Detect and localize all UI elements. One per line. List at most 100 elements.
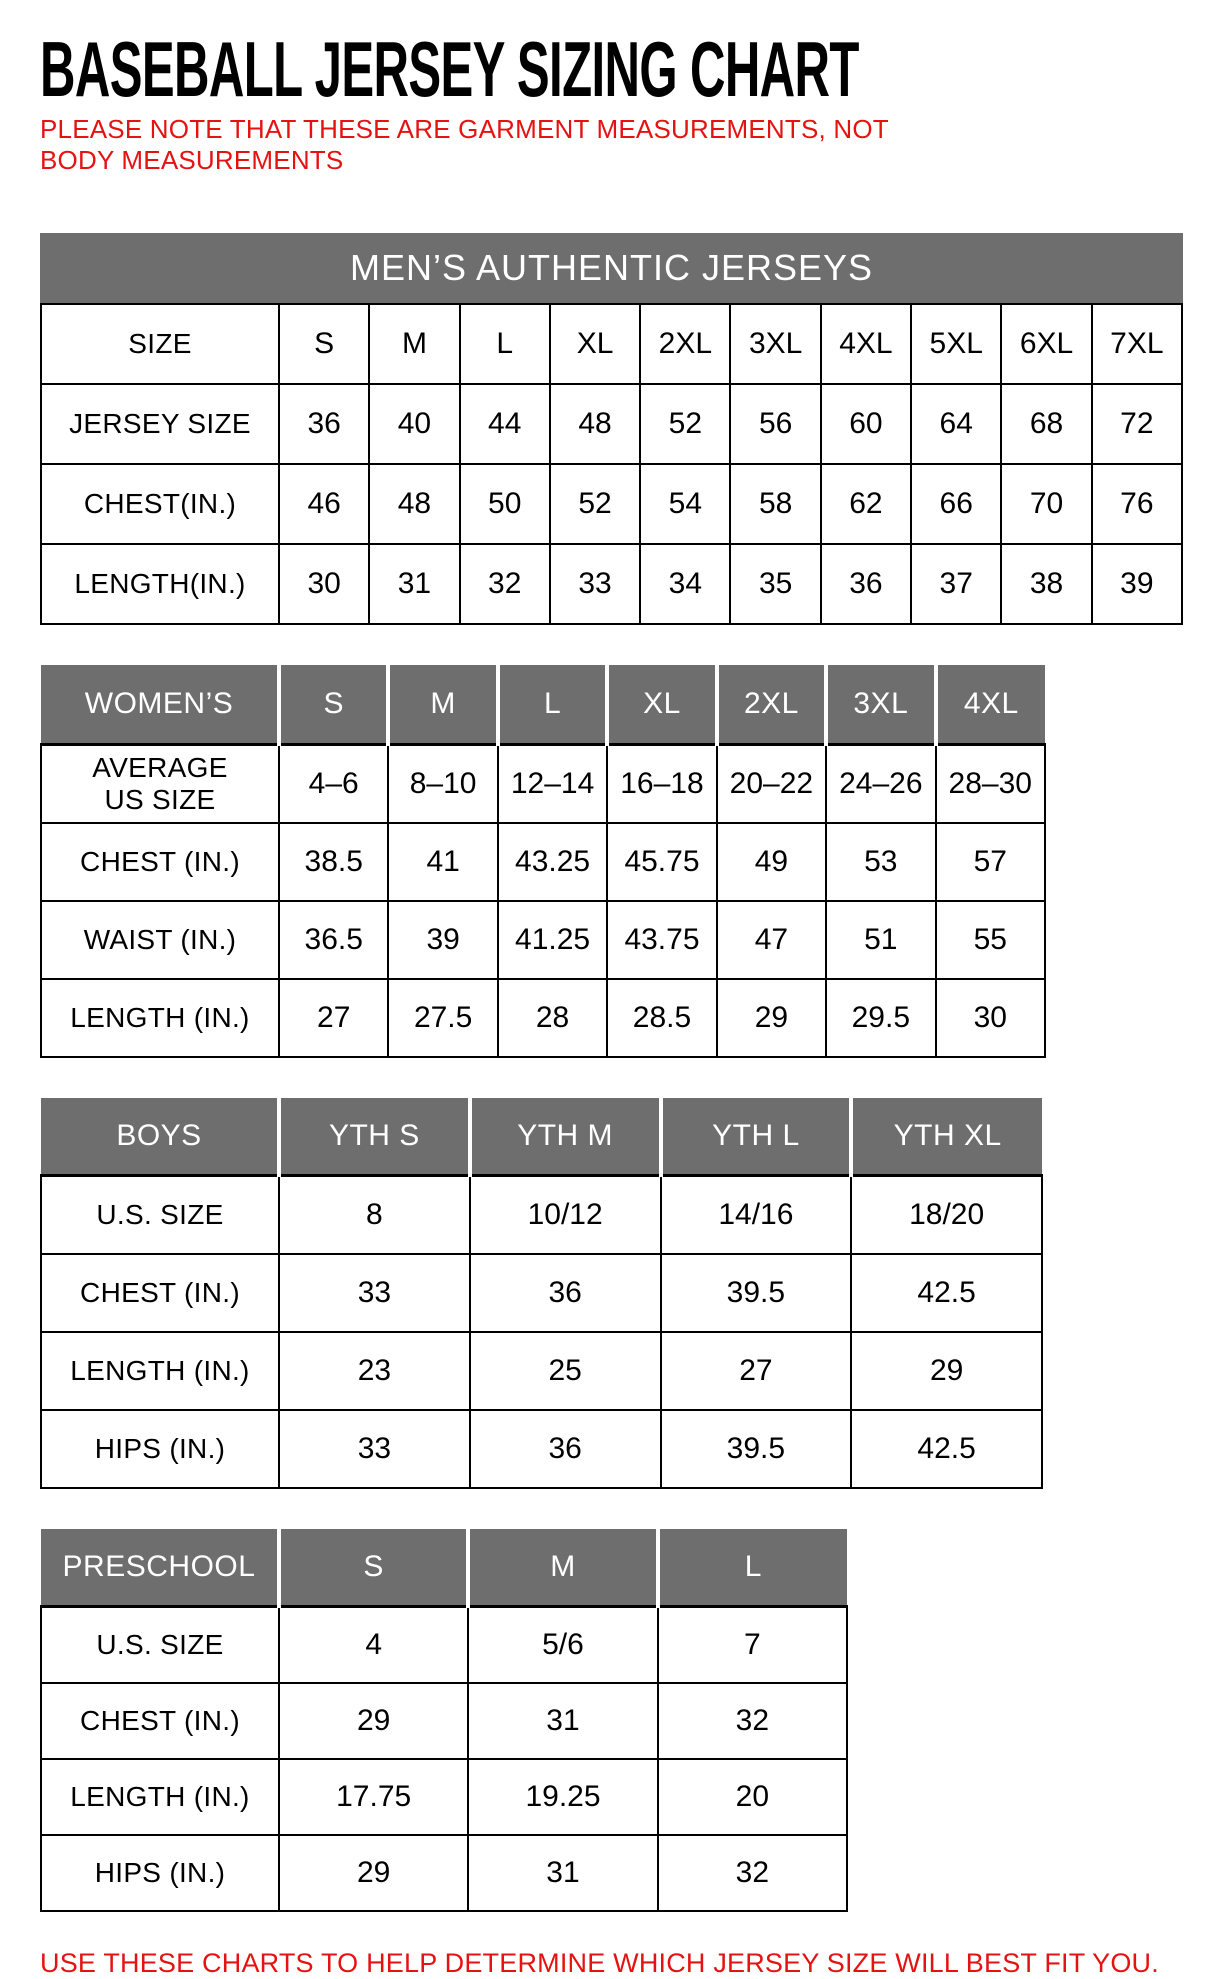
table-cell: 4 (277, 1605, 470, 1685)
table-cell: 42.5 (850, 1253, 1043, 1334)
women-row-4: LENGTH (IN.) 27 27.5 28 28.5 29 29.5 30 (40, 978, 1047, 1059)
table-cell: 29 (715, 978, 828, 1059)
table-cell: 48 (548, 383, 642, 466)
table-cell: 7 (656, 1605, 849, 1685)
table-row-label: LENGTH (IN.) (40, 978, 280, 1059)
preschool-row-3: LENGTH (IN.) 17.75 19.25 20 (40, 1758, 849, 1837)
table-cell: 76 (1090, 463, 1184, 546)
table-cell: 37 (910, 543, 1003, 626)
table-cell: 40 (368, 383, 461, 466)
table-header-cell: YTH L (658, 1094, 854, 1178)
table-cell: 34 (639, 543, 732, 626)
men-row-1: JERSEY SIZE 36 40 44 48 52 56 60 64 68 72 (40, 383, 1184, 466)
table-cell: 5XL (910, 303, 1003, 386)
table-cell: 33 (548, 543, 642, 626)
table-cell: 49 (715, 822, 828, 903)
table-cell: 38 (1000, 543, 1093, 626)
table-cell: 6XL (1000, 303, 1093, 386)
table-cell: 45.75 (606, 822, 718, 903)
table-cell: 28–30 (934, 743, 1047, 825)
table-cell: 29 (277, 1682, 470, 1761)
table-cell: M (368, 303, 461, 386)
table-cell: 31 (368, 543, 461, 626)
table-cell: 48 (368, 463, 461, 546)
table-cell: 41 (387, 822, 499, 903)
boys-row-1: U.S. SIZE 8 10/12 14/16 18/20 (40, 1174, 1043, 1256)
table-cell: 3XL (729, 303, 822, 386)
table-row-label: SIZE (40, 303, 280, 386)
women-row-2: CHEST (IN.) 38.5 41 43.25 45.75 49 53 57 (40, 822, 1047, 903)
table-cell: L (458, 303, 551, 386)
preschool-row-4: HIPS (IN.) 29 31 32 (40, 1834, 849, 1913)
boys-row-2: CHEST (IN.) 33 36 39.5 42.5 (40, 1253, 1043, 1334)
table-header-cell: M (466, 1525, 660, 1609)
table-cell: 35 (729, 543, 822, 626)
table-cell: 36 (468, 1253, 662, 1334)
table-cell: 23 (278, 1331, 471, 1412)
table-cell: 43.75 (606, 900, 718, 981)
table-cell: 33 (278, 1409, 471, 1490)
table-cell: 27 (277, 978, 390, 1059)
table-cell: 28 (496, 978, 609, 1059)
fit-advice-footer: USE THESE CHARTS TO HELP DETERMINE WHICH… (40, 1948, 1159, 1979)
table-header-cell: YTH XL (849, 1094, 1042, 1178)
table-cell: 8–10 (387, 743, 499, 825)
mens-table-banner: MEN’S AUTHENTIC JERSEYS (40, 233, 1183, 304)
table-cell: 18/20 (850, 1174, 1043, 1256)
table-cell: 4XL (819, 303, 913, 386)
table-cell: 50 (458, 463, 551, 546)
table-cell: 20 (656, 1758, 849, 1837)
table-header-cell: BOYS (41, 1094, 281, 1178)
table-header-cell: 3XL (824, 661, 938, 747)
boys-sizing-table: BOYS YTH S YTH M YTH L YTH XL U.S. SIZE 8 10/12… (40, 1094, 1043, 1490)
table-cell: 51 (825, 900, 937, 981)
table-cell: S (277, 303, 371, 386)
table-cell: 39.5 (659, 1409, 853, 1490)
table-cell: 30 (934, 978, 1047, 1059)
table-header-cell: PRESCHOOL (41, 1525, 281, 1609)
table-cell: 41.25 (496, 900, 609, 981)
table-cell: 29 (850, 1331, 1043, 1412)
table-row-label: WAIST (IN.) (40, 900, 280, 981)
table-cell: 20–22 (715, 743, 828, 825)
table-cell: 31 (467, 1834, 659, 1913)
table-header-cell: L (495, 661, 610, 747)
men-row-0: SIZE S M L XL 2XL 3XL 4XL 5XL 6XL 7XL (40, 303, 1184, 386)
table-cell: 31 (467, 1682, 659, 1761)
table-cell: 60 (819, 383, 913, 466)
table-cell: 68 (1000, 383, 1093, 466)
table-cell: 46 (277, 463, 371, 546)
table-row-label: AVERAGE US SIZE (40, 743, 280, 825)
table-cell: 43.25 (496, 822, 609, 903)
men-row-2: CHEST(IN.) 46 48 50 52 54 58 62 66 70 76 (40, 463, 1184, 546)
table-header-cell: 4XL (933, 661, 1045, 747)
table-cell: 42.5 (850, 1409, 1043, 1490)
table-cell: XL (548, 303, 642, 386)
preschool-row-2: CHEST (IN.) 29 31 32 (40, 1682, 849, 1761)
table-cell: 36.5 (277, 900, 390, 981)
table-cell: 54 (639, 463, 732, 546)
table-cell: 17.75 (277, 1758, 470, 1837)
table-header-cell: YTH M (467, 1094, 663, 1178)
table-cell: 53 (825, 822, 937, 903)
table-cell: 8 (278, 1174, 471, 1256)
table-cell: 33 (278, 1253, 471, 1334)
table-cell: 29 (277, 1834, 470, 1913)
table-row-label: JERSEY SIZE (40, 383, 280, 466)
boys-row-3: LENGTH (IN.) 23 25 27 29 (40, 1331, 1043, 1412)
men-row-3: LENGTH(IN.) 30 31 32 33 34 35 36 37 38 39 (40, 543, 1184, 626)
table-cell: 2XL (639, 303, 732, 386)
table-row-label: CHEST (IN.) (40, 822, 280, 903)
table-row-label: CHEST (IN.) (40, 1682, 280, 1761)
table-cell: 36 (468, 1409, 662, 1490)
boys-header-row: BOYS YTH S YTH M YTH L YTH XL (41, 1094, 1042, 1178)
table-row-label: CHEST (IN.) (40, 1253, 280, 1334)
table-header-cell: S (276, 1525, 471, 1609)
table-cell: 66 (910, 463, 1003, 546)
table-cell: 36 (277, 383, 371, 466)
table-cell: 52 (548, 463, 642, 546)
table-cell: 70 (1000, 463, 1093, 546)
table-cell: 7XL (1090, 303, 1184, 386)
table-cell: 39 (1090, 543, 1184, 626)
